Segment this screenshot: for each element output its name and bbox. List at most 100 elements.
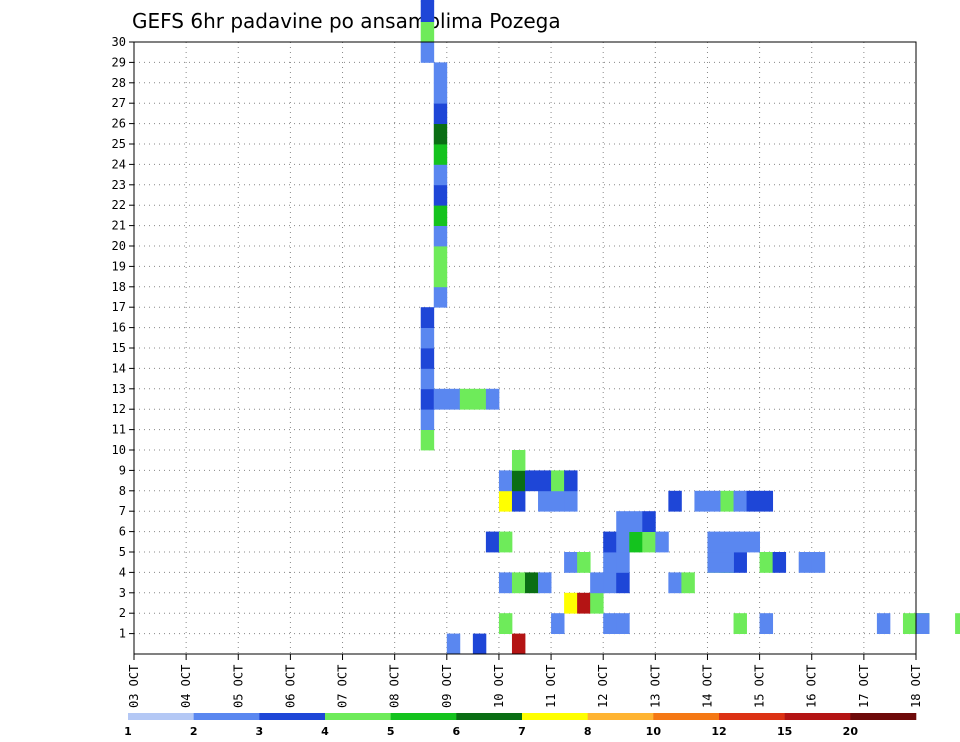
precip-cell bbox=[446, 633, 461, 655]
precip-cell bbox=[616, 572, 630, 594]
y-tick-label: 1 bbox=[119, 627, 126, 641]
precip-cell bbox=[590, 592, 604, 614]
y-tick-label: 5 bbox=[119, 545, 126, 559]
precip-cell bbox=[798, 552, 813, 573]
precip-cell bbox=[681, 572, 695, 594]
precip-cell bbox=[668, 572, 682, 594]
legend-label: 7 bbox=[518, 725, 526, 738]
precip-cell bbox=[616, 552, 630, 573]
precip-cell bbox=[694, 490, 708, 512]
legend-swatch bbox=[128, 713, 194, 720]
precip-cell bbox=[433, 286, 448, 308]
precip-cell bbox=[720, 531, 734, 553]
y-tick-label: 29 bbox=[112, 55, 126, 69]
y-tick-label: 20 bbox=[112, 239, 126, 253]
precip-cell bbox=[538, 470, 552, 492]
precip-cell bbox=[629, 531, 643, 553]
precip-cell bbox=[772, 552, 787, 573]
legend-label: 5 bbox=[387, 725, 395, 738]
legend-label: 2 bbox=[190, 725, 198, 738]
precip-cell bbox=[433, 246, 448, 267]
precip-cell bbox=[433, 266, 448, 288]
x-tick-label: 11 OCT bbox=[544, 665, 558, 708]
precip-cell bbox=[420, 348, 435, 369]
precip-cell bbox=[420, 368, 435, 390]
y-tick-label: 7 bbox=[119, 504, 126, 518]
precip-cell bbox=[564, 470, 578, 492]
x-tick-label: 08 OCT bbox=[388, 665, 402, 708]
legend-swatch bbox=[259, 713, 326, 720]
y-tick-label: 25 bbox=[112, 137, 126, 151]
precip-cell bbox=[720, 490, 734, 512]
precip-cell bbox=[498, 531, 513, 553]
precip-cell bbox=[433, 388, 448, 410]
precip-cell bbox=[433, 184, 448, 206]
legend-swatch bbox=[587, 713, 654, 720]
precip-cell bbox=[955, 613, 960, 634]
precip-cell bbox=[433, 103, 448, 124]
precip-cell bbox=[511, 470, 526, 492]
precip-cell bbox=[420, 307, 435, 328]
x-tick-label: 10 OCT bbox=[492, 665, 506, 708]
precip-cell bbox=[746, 490, 760, 512]
legend-swatch bbox=[784, 713, 851, 720]
x-axis: 03 OCT 04 OCT 05 OCT 06 OCT 07 OCT 08 OCT 09 O… bbox=[127, 654, 923, 708]
x-tick-label: 13 OCT bbox=[648, 665, 662, 708]
x-tick-label: 15 OCT bbox=[753, 665, 767, 708]
precip-cell bbox=[629, 511, 643, 532]
precip-cell bbox=[498, 572, 513, 594]
precip-cell bbox=[707, 552, 721, 573]
precip-cell bbox=[420, 1, 435, 22]
y-tick-label: 27 bbox=[112, 96, 126, 110]
precip-cell bbox=[902, 613, 917, 634]
precip-cell bbox=[642, 511, 656, 532]
data-cells bbox=[420, 0, 960, 655]
y-tick-label: 6 bbox=[119, 525, 126, 539]
precip-cell bbox=[485, 531, 500, 553]
y-tick-label: 19 bbox=[112, 259, 126, 273]
legend-label: 8 bbox=[584, 725, 592, 738]
y-tick-label: 17 bbox=[112, 300, 126, 314]
precip-cell bbox=[551, 490, 565, 512]
precip-cell bbox=[472, 388, 487, 410]
precip-cell bbox=[577, 592, 591, 614]
x-tick-label: 18 OCT bbox=[909, 665, 923, 708]
precip-cell bbox=[603, 552, 617, 573]
plot-frame bbox=[133, 41, 917, 655]
precip-cell bbox=[876, 613, 891, 634]
legend-swatch bbox=[653, 713, 720, 720]
precip-cell bbox=[525, 572, 539, 594]
y-tick-label: 13 bbox=[112, 382, 126, 396]
precip-cell bbox=[551, 613, 565, 634]
precip-cell bbox=[498, 613, 513, 634]
precip-cell bbox=[433, 123, 448, 145]
x-tick-label: 07 OCT bbox=[336, 665, 350, 708]
precip-cell bbox=[433, 82, 448, 104]
precip-cell bbox=[733, 490, 747, 512]
y-tick-label: 11 bbox=[112, 423, 126, 437]
y-tick-label: 8 bbox=[119, 484, 126, 498]
precip-cell bbox=[564, 592, 578, 614]
legend-swatch bbox=[325, 713, 391, 720]
x-tick-label: 09 OCT bbox=[440, 665, 454, 708]
x-tick-label: 17 OCT bbox=[857, 665, 871, 708]
y-tick-label: 24 bbox=[112, 157, 126, 171]
y-tick-label: 26 bbox=[112, 117, 126, 131]
precip-cell bbox=[603, 572, 617, 594]
y-tick-label: 14 bbox=[112, 361, 126, 375]
precip-cell bbox=[511, 450, 526, 471]
precip-cell bbox=[616, 531, 630, 553]
chart-title: GEFS 6hr padavine po ansamblima Pozega bbox=[132, 9, 561, 33]
precip-cell bbox=[655, 531, 669, 553]
precip-cell bbox=[459, 388, 474, 410]
precip-cell bbox=[420, 21, 435, 43]
precip-cell bbox=[511, 633, 526, 655]
precip-cell bbox=[511, 490, 526, 512]
precip-cell bbox=[746, 531, 760, 553]
y-tick-label: 28 bbox=[112, 76, 126, 90]
precip-cell bbox=[720, 552, 734, 573]
x-tick-label: 14 OCT bbox=[700, 665, 714, 708]
y-tick-label: 16 bbox=[112, 321, 126, 335]
y-tick-label: 4 bbox=[119, 565, 126, 579]
